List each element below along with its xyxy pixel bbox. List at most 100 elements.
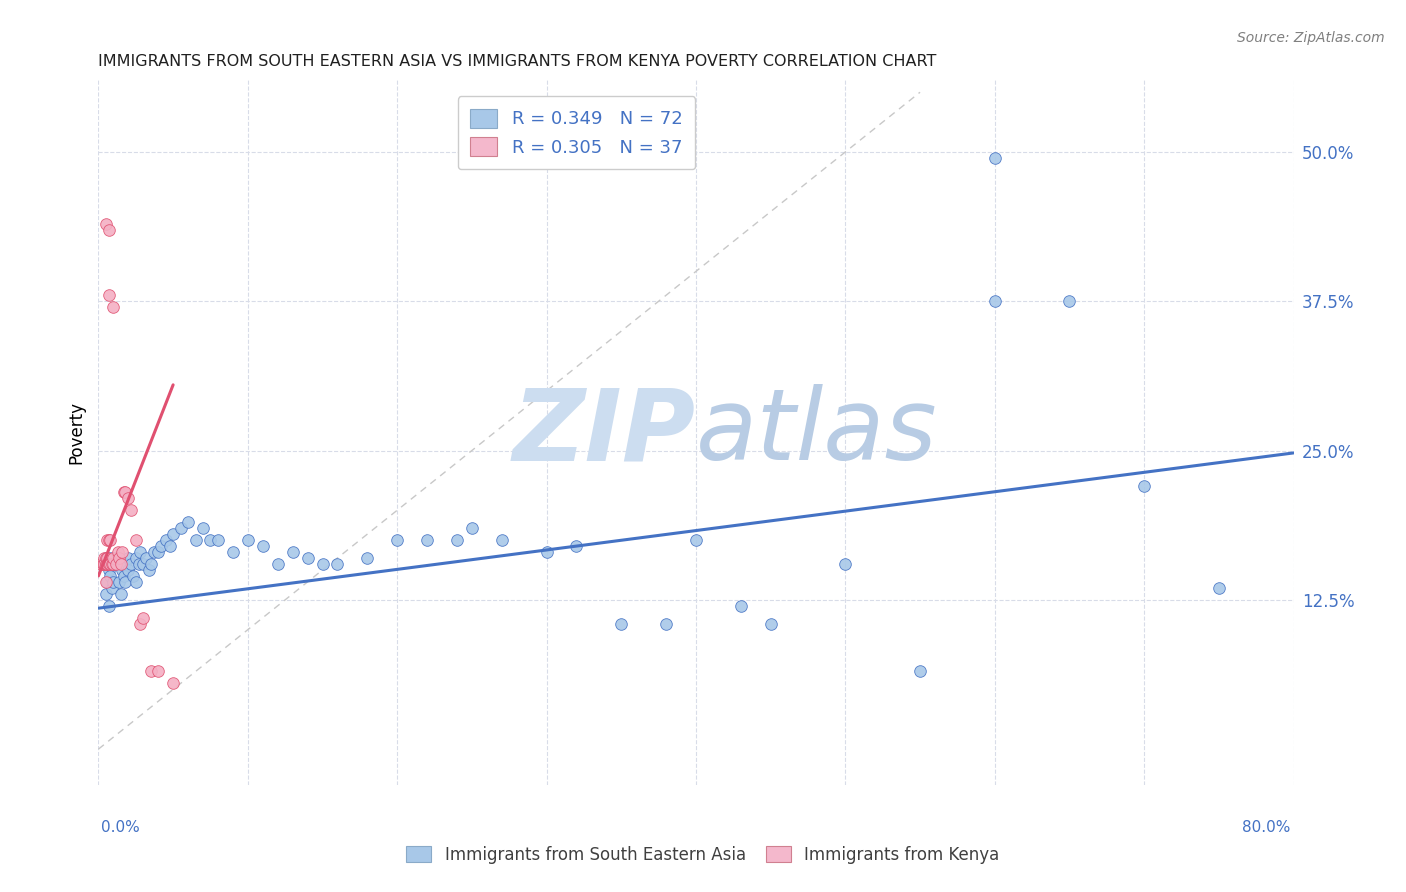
Point	[110, 587, 132, 601]
Point	[94, 557, 117, 571]
Point	[114, 557, 136, 571]
Point	[129, 616, 152, 631]
Point	[97, 533, 120, 548]
Point	[108, 551, 131, 566]
Point	[536, 545, 558, 559]
Point	[107, 557, 129, 571]
Point	[94, 551, 117, 566]
Point	[491, 533, 513, 548]
Point	[121, 569, 143, 583]
Point	[101, 557, 124, 571]
Point	[222, 545, 245, 559]
Point	[125, 574, 148, 589]
Legend: R = 0.349   N = 72, R = 0.305   N = 37: R = 0.349 N = 72, R = 0.305 N = 37	[458, 96, 695, 169]
Point	[94, 217, 117, 231]
Point	[98, 557, 122, 571]
Point	[114, 485, 136, 500]
Point	[117, 551, 139, 566]
Point	[150, 539, 173, 553]
Point	[97, 288, 120, 302]
Text: ZIP: ZIP	[513, 384, 696, 481]
Point	[117, 491, 139, 506]
Point	[169, 521, 191, 535]
Text: IMMIGRANTS FROM SOUTH EASTERN ASIA VS IMMIGRANTS FROM KENYA POVERTY CORRELATION : IMMIGRANTS FROM SOUTH EASTERN ASIA VS IM…	[98, 54, 936, 70]
Point	[148, 665, 170, 679]
Point	[97, 222, 120, 236]
Point	[1133, 479, 1156, 493]
Point	[108, 574, 131, 589]
Point	[117, 563, 139, 577]
Text: 0.0%: 0.0%	[101, 821, 141, 835]
Point	[267, 557, 290, 571]
Point	[93, 557, 115, 571]
Point	[94, 557, 117, 571]
Point	[236, 533, 259, 548]
Point	[110, 557, 132, 571]
Point	[97, 557, 120, 571]
Point	[326, 557, 349, 571]
Point	[565, 539, 588, 553]
Point	[96, 533, 118, 548]
Point	[207, 533, 229, 548]
Point	[110, 557, 132, 571]
Point	[155, 533, 177, 548]
Point	[93, 551, 115, 566]
Point	[94, 574, 117, 589]
Point	[111, 545, 134, 559]
Y-axis label: Poverty: Poverty	[67, 401, 86, 464]
Point	[128, 557, 150, 571]
Point	[96, 574, 118, 589]
Point	[200, 533, 222, 548]
Point	[103, 557, 125, 571]
Point	[97, 563, 120, 577]
Point	[385, 533, 409, 548]
Point	[311, 557, 333, 571]
Point	[685, 533, 707, 548]
Point	[191, 521, 214, 535]
Point	[97, 599, 120, 613]
Point	[129, 545, 152, 559]
Point	[94, 551, 117, 566]
Point	[132, 611, 155, 625]
Legend: Immigrants from South Eastern Asia, Immigrants from Kenya: Immigrants from South Eastern Asia, Immi…	[399, 839, 1007, 871]
Point	[297, 551, 319, 566]
Point	[125, 551, 148, 566]
Point	[96, 557, 118, 571]
Point	[105, 557, 128, 571]
Point	[101, 581, 124, 595]
Point	[138, 563, 160, 577]
Point	[91, 557, 114, 571]
Point	[103, 551, 125, 566]
Point	[139, 665, 162, 679]
Point	[162, 527, 184, 541]
Text: atlas: atlas	[696, 384, 938, 481]
Point	[135, 551, 157, 566]
Point	[148, 545, 170, 559]
Point	[98, 551, 122, 566]
Point	[356, 551, 378, 566]
Point	[416, 533, 439, 548]
Point	[103, 574, 125, 589]
Point	[94, 587, 117, 601]
Point	[112, 485, 135, 500]
Point	[252, 539, 274, 553]
Point	[984, 151, 1007, 165]
Point	[132, 557, 155, 571]
Point	[162, 676, 184, 690]
Point	[111, 563, 134, 577]
Point	[105, 551, 128, 566]
Point	[91, 557, 114, 571]
Point	[834, 557, 856, 571]
Point	[96, 551, 118, 566]
Point	[446, 533, 468, 548]
Point	[655, 616, 678, 631]
Text: 80.0%: 80.0%	[1243, 821, 1291, 835]
Point	[177, 515, 200, 529]
Point	[103, 300, 125, 314]
Point	[112, 569, 135, 583]
Point	[908, 665, 931, 679]
Point	[125, 533, 148, 548]
Point	[103, 557, 125, 571]
Point	[184, 533, 207, 548]
Text: Source: ZipAtlas.com: Source: ZipAtlas.com	[1237, 31, 1385, 45]
